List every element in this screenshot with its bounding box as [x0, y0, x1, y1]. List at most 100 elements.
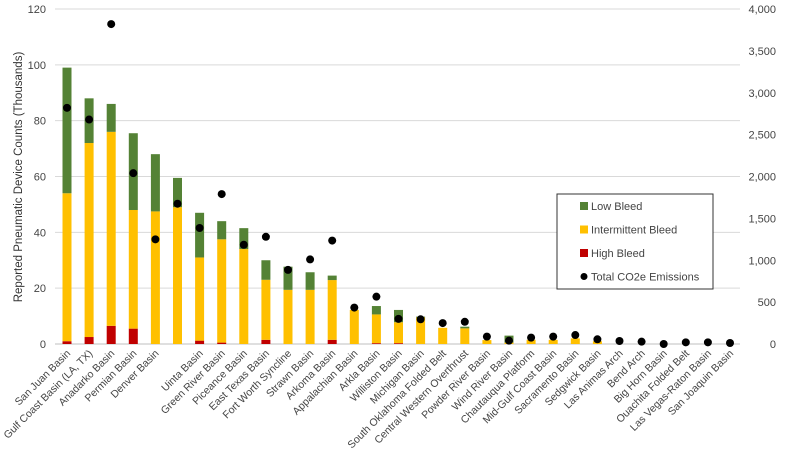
bar-intermittent-bleed [217, 239, 227, 343]
co2e-point [217, 190, 226, 199]
bar-high-bleed [261, 339, 271, 344]
co2e-point [85, 115, 94, 124]
bar-low-bleed [195, 212, 205, 258]
y-tick-label: 40 [34, 227, 46, 239]
bar-low-bleed [217, 221, 227, 240]
bar-low-bleed [239, 228, 249, 250]
y-tick-label: 120 [28, 4, 46, 16]
legend-marker-total-co2e-emissions [580, 273, 588, 280]
bar-intermittent-bleed [283, 289, 293, 344]
bar-intermittent-bleed [416, 317, 426, 344]
bar-intermittent-bleed [327, 280, 337, 340]
bar-intermittent-bleed [482, 340, 492, 344]
x-tick-label: Gulf Coast Basin (LA, TX) [1, 348, 95, 442]
co2e-point [615, 336, 624, 345]
y-tick-label: 80 [34, 116, 46, 128]
bar-intermittent-bleed [570, 338, 580, 344]
co2e-point [549, 332, 558, 341]
co2e-point [593, 335, 602, 344]
bar-high-bleed [195, 340, 205, 344]
legend-swatch-high-bleed [580, 249, 588, 257]
co2e-point [637, 337, 646, 346]
bar-low-bleed [305, 272, 315, 290]
bar-low-bleed [173, 177, 182, 208]
bar-low-bleed [460, 326, 470, 329]
bar-high-bleed [371, 343, 381, 344]
bar-high-bleed [128, 328, 138, 344]
bar-high-bleed [84, 337, 94, 344]
co2e-point [460, 317, 469, 326]
co2e-point [571, 331, 580, 340]
bar-intermittent-bleed [195, 257, 205, 341]
co2e-point [703, 338, 712, 347]
bar-intermittent-bleed [173, 207, 182, 344]
co2e-points [63, 20, 734, 348]
bar-intermittent-bleed [239, 249, 249, 344]
y-tick-label: 0 [40, 339, 46, 351]
bar-high-bleed [394, 343, 403, 344]
bar-intermittent-bleed [460, 328, 470, 344]
y2-tick-label: 1,500 [748, 213, 776, 225]
y2-tick-label: 2,000 [748, 172, 776, 184]
legend-label: High Bleed [591, 248, 645, 260]
bar-intermittent-bleed [438, 327, 448, 344]
co2e-point [107, 20, 116, 29]
bar-intermittent-bleed [349, 309, 359, 344]
bar-intermittent-bleed [261, 279, 271, 340]
y2-tick-label: 3,000 [748, 88, 776, 100]
bar-low-bleed [371, 306, 381, 315]
y-tick-label: 60 [34, 172, 46, 184]
bar-intermittent-bleed [526, 339, 536, 344]
bar-low-bleed [261, 260, 271, 280]
co2e-point [239, 240, 248, 249]
bar-high-bleed [62, 341, 72, 344]
co2e-point [372, 292, 381, 301]
y-axis-label: Reported Pneumatic Device Counts (Thousa… [13, 52, 25, 303]
co2e-point [195, 224, 204, 233]
co2e-point [129, 169, 138, 178]
co2e-point [261, 232, 270, 241]
co2e-point [328, 236, 337, 245]
gridlines [55, 8, 740, 345]
co2e-point [527, 333, 536, 342]
bar-intermittent-bleed [62, 193, 72, 342]
y2-tick-label: 3,500 [748, 46, 776, 58]
bar-intermittent-bleed [106, 131, 116, 326]
bar-low-bleed [150, 154, 160, 212]
bars [62, 67, 602, 344]
y2-tick-label: 1,000 [748, 255, 776, 267]
y-tick-label: 100 [28, 60, 46, 72]
legend-swatch-low-bleed [580, 202, 588, 210]
bar-low-bleed [327, 275, 337, 281]
bar-intermittent-bleed [548, 339, 558, 344]
bar-intermittent-bleed [150, 211, 160, 344]
co2e-point [438, 319, 447, 328]
bar-low-bleed [283, 266, 293, 290]
bar-high-bleed [106, 325, 116, 344]
y-axis-right-ticks: 0 500 1,000 1,500 2,000 2,500 3,000 3,500 4,000 [748, 4, 776, 351]
y-tick-label: 20 [34, 283, 46, 295]
co2e-point [173, 199, 182, 208]
bar-high-bleed [217, 342, 227, 344]
co2e-point [726, 338, 734, 347]
co2e-point [63, 103, 71, 112]
co2e-point [505, 336, 513, 345]
y2-tick-label: 2,500 [748, 130, 776, 142]
bar-intermittent-bleed [371, 314, 381, 344]
legend: High Bleed Intermittent Bleed Low Bleed Tot… [556, 193, 714, 290]
legend-label: Intermittent Bleed [591, 225, 677, 237]
legend-swatch-intermittent-bleed [580, 225, 588, 234]
co2e-point [306, 255, 315, 264]
bar-low-bleed [62, 67, 72, 194]
bar-high-bleed [327, 339, 337, 344]
bar-intermittent-bleed [305, 289, 315, 344]
co2e-point [394, 314, 403, 323]
co2e-point [482, 332, 491, 341]
co2e-point [151, 235, 160, 244]
co2e-point [350, 303, 359, 312]
co2e-point [681, 338, 690, 347]
co2e-point [416, 315, 425, 324]
legend-label: Total CO2e Emissions [591, 272, 700, 284]
